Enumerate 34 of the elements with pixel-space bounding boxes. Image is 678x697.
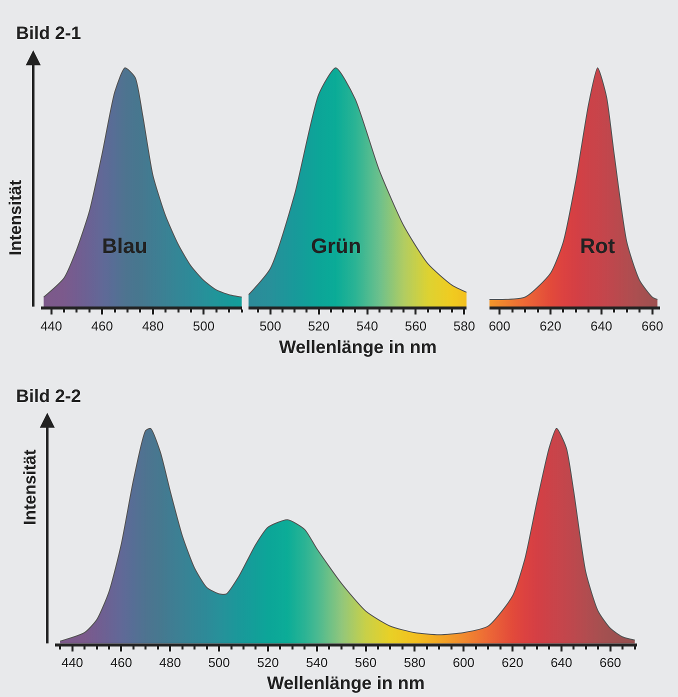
x-tick-label: 540 xyxy=(356,318,378,334)
x-tick-label: 540 xyxy=(306,654,328,670)
x-tick-label: 640 xyxy=(550,654,572,670)
x-tick-label: 500 xyxy=(259,318,282,334)
x-tick-label: 560 xyxy=(404,318,427,334)
series-label: Rot xyxy=(580,235,615,258)
x-tick-label: 660 xyxy=(599,654,622,670)
x-tick-label: 660 xyxy=(641,318,664,334)
x-tick-label: 640 xyxy=(590,318,612,334)
y-axis-title: Intensität xyxy=(20,449,40,526)
x-tick-label: 500 xyxy=(208,654,230,670)
x-tick-label: 440 xyxy=(61,654,84,670)
x-tick-label: 460 xyxy=(91,318,113,334)
x-tick-label: 560 xyxy=(354,654,377,670)
x-tick-label: 600 xyxy=(488,318,510,334)
x-tick-label: 500 xyxy=(192,318,215,334)
x-tick-label: 580 xyxy=(404,654,426,670)
x-tick-label: 480 xyxy=(159,654,181,670)
x-tick-label: 480 xyxy=(142,318,164,334)
x-tick-label: 620 xyxy=(502,654,524,670)
x-tick-label: 520 xyxy=(308,318,330,334)
y-axis-title: Intensität xyxy=(6,180,26,256)
x-tick-label: 520 xyxy=(257,654,279,670)
x-tick-label: 440 xyxy=(40,318,62,334)
x-axis-title: Wellenlänge in nm xyxy=(279,337,437,357)
x-axis-title: Wellenlänge in nm xyxy=(267,673,425,693)
series-label: Grün xyxy=(311,235,362,258)
chart-title: Bild 2-2 xyxy=(16,386,82,406)
x-tick-label: 580 xyxy=(453,318,476,334)
x-tick-label: 460 xyxy=(110,654,132,670)
chart-title: Bild 2-1 xyxy=(16,23,82,43)
series-label: Blau xyxy=(102,235,148,258)
x-tick-label: 600 xyxy=(452,654,474,670)
x-tick-label: 620 xyxy=(540,318,562,334)
